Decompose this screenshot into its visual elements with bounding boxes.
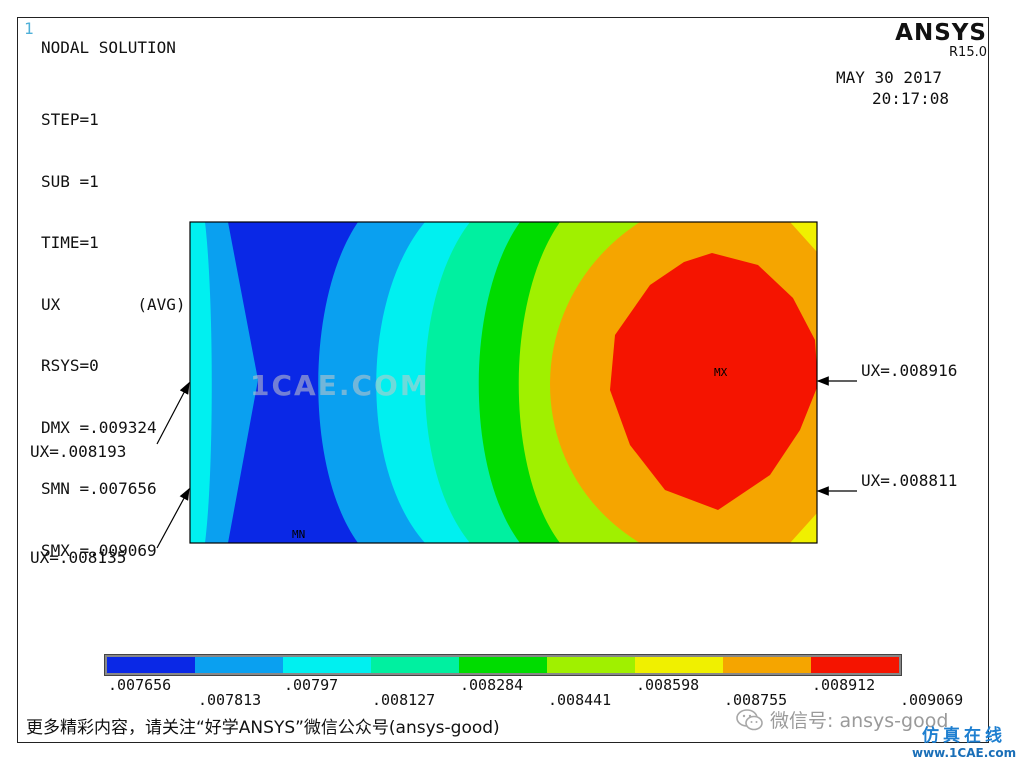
wechat-watermark: 微信号: ansys-good bbox=[736, 706, 948, 733]
legend-label-8: .008755 bbox=[724, 691, 788, 709]
contour-bands bbox=[190, 222, 817, 543]
legend-label-10: .009069 bbox=[900, 691, 964, 709]
legend-swatch-6 bbox=[547, 657, 635, 673]
info-step: STEP=1 bbox=[41, 110, 99, 129]
min-marker: MN bbox=[292, 528, 305, 541]
info-smn: SMN =.007656 bbox=[41, 479, 157, 498]
legend-swatch-2 bbox=[195, 657, 283, 673]
legend-label-6: .008441 bbox=[548, 691, 612, 709]
legend-swatch-9 bbox=[811, 657, 899, 673]
legend-swatch-1 bbox=[107, 657, 195, 673]
contour-legend bbox=[104, 654, 902, 676]
legend-label-9: .008912 bbox=[812, 676, 876, 694]
promo-text: 更多精彩内容，请关注“好学ANSYS”微信公众号(ansys-good) bbox=[26, 718, 500, 738]
plot-time: 20:17:08 bbox=[872, 89, 950, 108]
legend-swatch-5 bbox=[459, 657, 547, 673]
annotation-right-lower: UX=.008811 bbox=[861, 471, 958, 490]
info-component: UX (AVG) bbox=[41, 294, 186, 314]
info-smx: SMX =.009069 bbox=[41, 540, 157, 560]
corner-yellow-bottom bbox=[790, 513, 817, 543]
legend-label-1: .007656 bbox=[108, 676, 172, 694]
legend-label-5: .008284 bbox=[460, 676, 524, 694]
annotation-left-upper: UX=.008193 bbox=[30, 442, 127, 461]
info-rsys: RSYS=0 bbox=[41, 356, 99, 375]
annotation-left-lower: UX=.008135 bbox=[30, 548, 127, 567]
legend-swatch-4 bbox=[371, 657, 459, 673]
site-url: www.1CAE.com bbox=[912, 746, 1017, 760]
band-blue bbox=[228, 222, 358, 543]
legend-swatch-3 bbox=[283, 657, 371, 673]
info-time: TIME=1 bbox=[41, 233, 99, 252]
logo-version: R15.0 bbox=[949, 45, 987, 60]
band-edge-cyan bbox=[190, 222, 212, 543]
legend-label-3: .00797 bbox=[284, 676, 339, 694]
ansys-logo: ANSYS R15.0 bbox=[895, 21, 987, 60]
solution-info: STEP=1 SUB =1 TIME=1 UX (AVG) RSYS=0 DMX… bbox=[41, 69, 186, 582]
corner-yellow-top bbox=[790, 222, 817, 252]
leader-arrow-left-lower bbox=[156, 487, 190, 549]
watermark-text: 1CAE.COM bbox=[250, 369, 430, 402]
plot-title: NODAL SOLUTION bbox=[41, 38, 176, 57]
window-number: 1 bbox=[24, 19, 34, 38]
site-name: 仿真在线 bbox=[922, 726, 1006, 746]
legend-swatch-7 bbox=[635, 657, 723, 673]
info-sub: SUB =1 bbox=[41, 171, 99, 191]
site-badge: 仿真在线 www.1CAE.com bbox=[912, 726, 1016, 760]
logo-name: ANSYS bbox=[895, 20, 987, 46]
max-marker: MX bbox=[714, 366, 728, 379]
legend-label-2: .007813 bbox=[198, 691, 262, 709]
info-dmx: DMX =.009324 bbox=[41, 417, 157, 437]
legend-label-4: .008127 bbox=[372, 691, 436, 709]
legend-swatch-8 bbox=[723, 657, 811, 673]
legend-label-7: .008598 bbox=[636, 676, 700, 694]
plot-date: MAY 30 2017 bbox=[836, 68, 942, 87]
band-red bbox=[610, 253, 817, 510]
leader-arrow-left-upper bbox=[156, 381, 190, 445]
annotation-right-upper: UX=.008916 bbox=[861, 361, 958, 380]
wechat-id: 微信号: ansys-good bbox=[770, 710, 949, 732]
wechat-icon bbox=[736, 708, 763, 730]
